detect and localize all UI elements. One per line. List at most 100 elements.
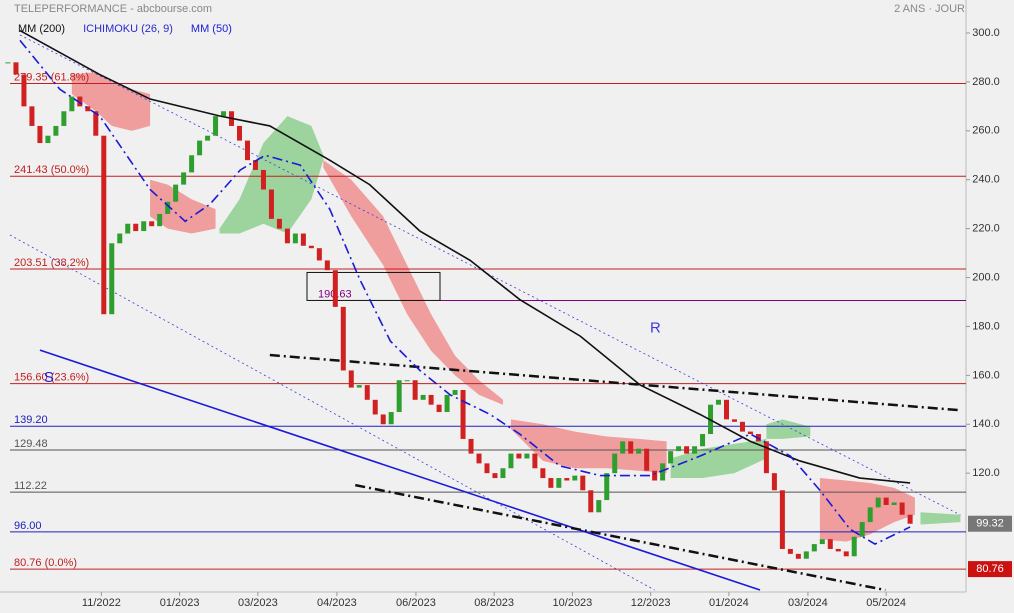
candle: [620, 441, 626, 454]
y-tick-label: 300.0: [972, 27, 1000, 39]
trendline-label: R: [650, 320, 661, 337]
ichimoku-cloud: [150, 179, 216, 234]
candle: [739, 421, 745, 432]
candle: [221, 111, 227, 117]
candle: [843, 551, 849, 557]
candle: [508, 453, 514, 469]
candle: [723, 399, 729, 420]
candle: [5, 62, 11, 64]
candle: [252, 160, 258, 170]
ichimoku-cloud: [510, 419, 667, 474]
price-marker: [968, 515, 1012, 532]
chart-title: TELEPERFORMANCE - abcbourse.com: [14, 3, 212, 15]
trendline: [39, 349, 761, 591]
candle: [692, 446, 698, 454]
candle: [644, 448, 650, 471]
x-tick-label: 12/2023: [631, 597, 671, 609]
x-tick-label: 01/2023: [160, 597, 200, 609]
level-label: 96.00: [14, 520, 42, 532]
candle: [628, 441, 634, 454]
candle: [396, 380, 402, 413]
candle: [484, 463, 490, 474]
trendline-label: S: [44, 369, 54, 386]
candle: [747, 431, 753, 435]
level-label: 129.48: [14, 438, 48, 450]
price-marker: [968, 561, 1012, 578]
candle: [436, 404, 442, 413]
legend-entry: ICHIMOKU (26, 9): [83, 23, 173, 35]
candle: [372, 399, 378, 415]
candle: [827, 539, 833, 549]
candle: [684, 446, 690, 454]
candle: [668, 451, 674, 464]
candle: [324, 260, 330, 271]
candle: [883, 497, 889, 505]
candle: [564, 478, 570, 481]
candle: [37, 125, 43, 144]
candle: [157, 213, 163, 227]
level-label: 241.43 (50.0%): [14, 164, 89, 176]
y-tick-label: 260.0: [972, 125, 1000, 137]
y-tick-label: 160.0: [972, 369, 1000, 381]
candle: [580, 475, 586, 491]
candle: [125, 223, 131, 234]
y-tick-label: 180.0: [972, 320, 1000, 332]
candle: [117, 233, 123, 244]
candle: [197, 140, 203, 156]
candle: [596, 500, 602, 513]
trendline: [19, 34, 961, 516]
legend-entry: MM (50): [191, 23, 232, 35]
x-tick-label: 03/2024: [788, 597, 828, 609]
level-label: 203.51 (38.2%): [14, 257, 89, 269]
candle: [77, 96, 83, 107]
candle: [85, 106, 91, 112]
candle: [380, 414, 386, 425]
candle: [716, 399, 722, 405]
candle: [492, 473, 498, 479]
candle: [21, 74, 27, 107]
candle: [572, 475, 578, 481]
x-tick-label: 10/2023: [553, 597, 593, 609]
candle: [676, 446, 682, 452]
y-tick-label: 200.0: [972, 271, 1000, 283]
candle: [763, 441, 769, 474]
candle: [556, 478, 562, 488]
candle: [660, 463, 666, 481]
x-tick-label: 06/2023: [396, 597, 436, 609]
ichimoku-cloud: [766, 419, 811, 439]
level-label: 112.22: [14, 480, 47, 492]
moving-average: [19, 29, 911, 484]
candle: [819, 539, 825, 545]
candle: [548, 478, 554, 488]
candle: [45, 135, 51, 144]
candle: [109, 243, 115, 315]
candle: [340, 306, 346, 371]
moving-average: [19, 39, 911, 545]
candle: [332, 270, 338, 307]
x-tick-label: 01/2024: [709, 597, 749, 609]
candle: [636, 448, 642, 454]
legend-entry: MM (200): [18, 23, 65, 35]
price-marker-label: 80.76: [976, 563, 1004, 575]
trendline: [269, 353, 959, 412]
ichimoku-cloud: [323, 160, 503, 405]
candle: [308, 245, 314, 249]
candle: [588, 490, 594, 513]
y-tick-label: 140.0: [972, 418, 1000, 430]
ichimoku-cloud: [71, 72, 151, 131]
candle: [284, 228, 290, 244]
y-tick-label: 280.0: [972, 76, 1000, 88]
candle: [779, 490, 785, 549]
candle: [69, 96, 75, 112]
ichimoku-cloud: [819, 478, 915, 542]
candle: [532, 453, 538, 469]
candle: [524, 453, 530, 459]
candle: [133, 223, 139, 232]
candle: [500, 468, 506, 479]
candle: [899, 502, 905, 515]
candle: [412, 380, 418, 400]
level-label: 80.76 (0.0%): [14, 557, 77, 569]
candle: [771, 473, 777, 491]
candle: [652, 470, 658, 481]
